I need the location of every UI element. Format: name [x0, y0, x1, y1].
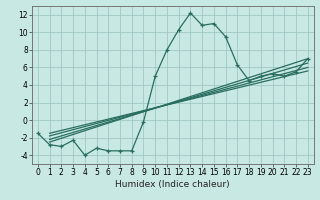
X-axis label: Humidex (Indice chaleur): Humidex (Indice chaleur): [116, 180, 230, 189]
